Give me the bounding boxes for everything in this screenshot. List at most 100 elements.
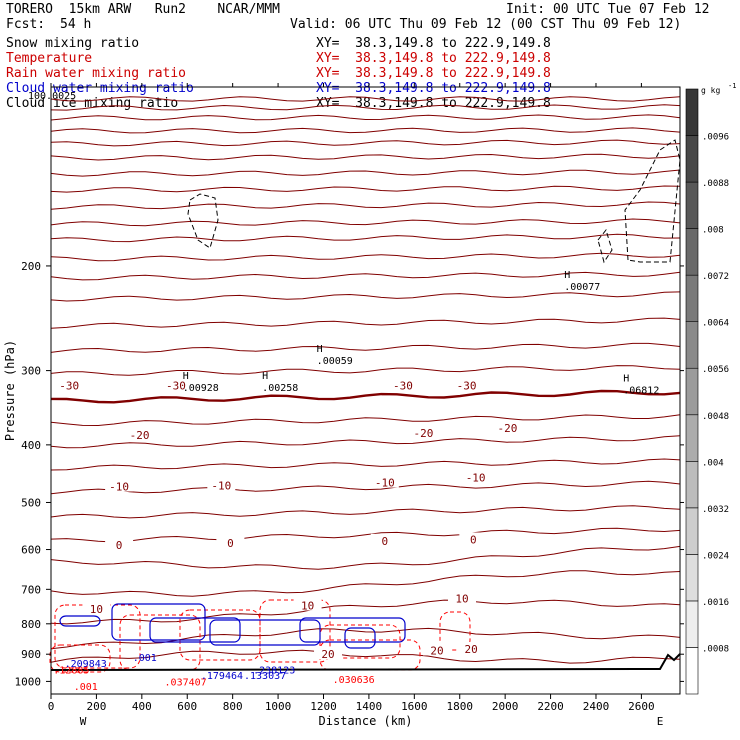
colorbar-label: .0024 <box>702 551 729 561</box>
temperature-label-bg <box>370 533 399 546</box>
cloud-water-value-label: .238123 <box>253 666 295 677</box>
temperature-label: -10 <box>211 479 231 492</box>
colorbar-swatch <box>685 461 699 509</box>
max-marker: H <box>183 371 189 382</box>
y-tick-label: 900 <box>21 648 41 661</box>
field-xy-snow: XY= 38.3,149.8 to 222.9,149.8 <box>316 36 551 51</box>
model-title: TORERO 15km ARW Run2 NCAR/MMM <box>6 2 280 17</box>
colorbar-label: .0096 <box>702 133 729 143</box>
temperature-label-bg <box>105 479 134 492</box>
x-tick-label: 1800 <box>446 700 473 713</box>
x-tick-label: 1200 <box>310 700 337 713</box>
max-value-label: .06812 <box>623 385 659 396</box>
isotherm-line <box>50 527 681 543</box>
isotherm-group <box>50 96 681 664</box>
y-tick-label: 300 <box>21 365 41 378</box>
temperature-label-bg <box>461 470 490 483</box>
y-tick-label: 600 <box>21 544 41 557</box>
x-end-label-west: W <box>80 715 87 728</box>
isotherm-line <box>50 570 681 597</box>
field-xy-temperature: XY= 38.3,149.8 to 222.9,149.8 <box>316 51 551 66</box>
rain-value-label: .030636 <box>333 675 375 686</box>
temperature-label-bg <box>55 378 84 391</box>
isotherm-line <box>50 291 681 302</box>
y-tick-label: 1000 <box>15 675 42 688</box>
colorbar-label: .0072 <box>702 272 729 282</box>
temperature-label-bg <box>293 598 322 611</box>
temperature-label: -30 <box>457 380 477 393</box>
isotherm-line <box>50 271 681 281</box>
colorbar-swatch <box>685 88 699 136</box>
rain-contour <box>49 644 111 673</box>
colorbar-swatch <box>685 274 699 322</box>
isotherm-line <box>50 233 681 243</box>
max-marker: H <box>623 373 629 384</box>
rain-value-label: .001 <box>74 682 98 693</box>
colorbar-label: .0032 <box>702 505 729 515</box>
temperature-label-bg <box>409 425 438 438</box>
temperature-label-bg <box>448 591 477 604</box>
colorbar-unit-exponent: -1 <box>728 82 736 90</box>
isotherm-line <box>50 185 681 193</box>
max-marker: H <box>564 270 570 281</box>
isotherm-line <box>50 435 681 449</box>
x-tick-label: 600 <box>177 700 197 713</box>
overlay-fragment: 100.0025 <box>28 91 77 102</box>
rain-contours <box>49 599 471 673</box>
temperature-label: -30 <box>166 380 186 393</box>
isotherm-line <box>50 169 681 177</box>
isotherm-line <box>50 201 681 210</box>
colorbar-swatch <box>685 135 699 183</box>
temperature-label: 20 <box>464 643 477 656</box>
isotherm-line <box>50 458 681 471</box>
cloud-water-value-label: .001 <box>133 653 157 664</box>
temperature-label-bg <box>452 378 481 391</box>
init-time: Init: 00 UTC Tue 07 Feb 12 <box>506 2 710 17</box>
ice-contour <box>187 193 219 249</box>
temperature-label: -30 <box>59 380 79 393</box>
cloud-water-contour <box>344 627 376 649</box>
y-tick-label: 700 <box>21 583 41 596</box>
rain-contour <box>179 609 261 661</box>
rain-contour <box>259 599 331 663</box>
max-marker: H <box>262 371 268 382</box>
temperature-label: -30 <box>393 380 413 393</box>
colorbar-swatch <box>685 554 699 602</box>
isotherm-line <box>50 414 681 427</box>
x-tick-label: 800 <box>223 700 243 713</box>
isotherm-line <box>50 218 681 227</box>
forecast-label: Fcst: <box>6 17 46 32</box>
cloud-water-contour <box>209 619 321 646</box>
x-tick-label: 1600 <box>401 700 428 713</box>
temperature-label-bg <box>388 378 417 391</box>
cloud-water-value-label: .179464 <box>201 671 243 682</box>
x-tick-label: 1400 <box>356 700 383 713</box>
temperature-label: -10 <box>375 477 395 490</box>
colorbar-unit: g kg <box>701 86 720 95</box>
temperature-label: 10 <box>90 603 103 616</box>
temperature-label-bg <box>459 532 488 545</box>
colorbar-swatch <box>685 647 699 695</box>
y-tick-label: 500 <box>21 496 41 509</box>
temperature-label-bg <box>423 643 452 656</box>
cloud-water-contour <box>111 603 206 641</box>
y-tick-label: 200 <box>21 260 41 273</box>
isotherm-line <box>50 153 681 161</box>
terrain-line <box>50 653 681 671</box>
max-marker: H <box>317 344 323 355</box>
ice-contour <box>597 228 613 264</box>
isotherm-line <box>50 599 681 625</box>
temperature-label: 20 <box>430 644 443 657</box>
x-tick-label: 2400 <box>583 700 610 713</box>
temperature-label: -10 <box>466 472 486 485</box>
colorbar-swatch <box>685 228 699 276</box>
isotherm-line <box>50 114 681 121</box>
field-name-temperature: Temperature <box>6 51 93 66</box>
temperature-label: 10 <box>455 592 468 605</box>
colorbar-swatch <box>685 181 699 229</box>
temperature-label: -20 <box>497 422 517 435</box>
colorbar-label: .0088 <box>702 179 729 189</box>
temperature-label-bg <box>216 536 245 549</box>
temperature-label-bg <box>161 378 190 391</box>
